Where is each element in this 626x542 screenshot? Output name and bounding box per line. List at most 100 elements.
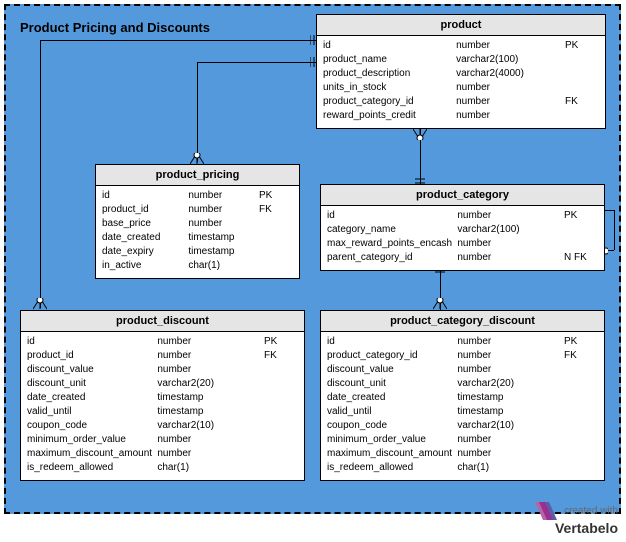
column-type: varchar2(10) — [457, 419, 564, 433]
column-row: date_createdtimestamp — [27, 391, 298, 405]
column-row: date_expirytimestamp — [102, 245, 293, 259]
edge-product-discount — [40, 40, 41, 308]
column-name: units_in_stock — [323, 81, 456, 95]
column-row: maximum_discount_amountnumber — [27, 447, 298, 461]
column-row: discount_valuenumber — [327, 363, 598, 377]
column-type: timestamp — [457, 391, 564, 405]
column-row: idnumberPK — [327, 335, 598, 349]
column-key: PK — [564, 209, 598, 223]
column-type: number — [188, 203, 259, 217]
column-name: product_id — [102, 203, 188, 217]
column-key: PK — [264, 335, 298, 349]
column-key — [564, 419, 598, 433]
edge-product-discount — [40, 40, 316, 41]
column-type: varchar2(20) — [157, 377, 264, 391]
column-row: product_category_idnumberFK — [327, 349, 598, 363]
column-key: FK — [259, 203, 293, 217]
column-row: units_in_stocknumber — [323, 81, 599, 95]
column-type: varchar2(10) — [157, 419, 264, 433]
column-type: number — [457, 447, 564, 461]
column-type: number — [456, 95, 565, 109]
column-name: id — [323, 39, 456, 53]
column-key — [259, 245, 293, 259]
column-key — [264, 391, 298, 405]
column-row: category_namevarchar2(100) — [327, 223, 598, 237]
column-type: number — [457, 433, 564, 447]
column-type: number — [457, 349, 564, 363]
column-row: minimum_order_valuenumber — [327, 433, 598, 447]
column-type: varchar2(100) — [456, 53, 565, 67]
column-type: number — [157, 349, 264, 363]
column-key — [564, 363, 598, 377]
column-row: idnumberPK — [27, 335, 298, 349]
column-row: valid_untiltimestamp — [27, 405, 298, 419]
column-row: coupon_codevarchar2(10) — [27, 419, 298, 433]
column-key — [264, 377, 298, 391]
column-name: max_reward_points_encash — [327, 237, 457, 251]
column-row: date_createdtimestamp — [102, 231, 293, 245]
edge-product-pricing — [197, 62, 316, 63]
column-type: char(1) — [188, 259, 259, 273]
column-key — [264, 419, 298, 433]
column-key: FK — [264, 349, 298, 363]
column-row: idnumberPK — [327, 209, 598, 223]
column-type: number — [457, 335, 564, 349]
column-row: base_pricenumber — [102, 217, 293, 231]
entity-columns: idnumberPKproduct_idnumberFKdiscount_val… — [21, 332, 304, 480]
entity-title: product — [317, 15, 605, 36]
column-row: is_redeem_allowedchar(1) — [327, 461, 598, 475]
column-name: maximum_discount_amount — [27, 447, 157, 461]
column-row: date_createdtimestamp — [327, 391, 598, 405]
column-name: product_description — [323, 67, 456, 81]
column-name: discount_unit — [27, 377, 157, 391]
column-row: discount_unitvarchar2(20) — [27, 377, 298, 391]
column-type: number — [456, 39, 565, 53]
column-name: coupon_code — [327, 419, 457, 433]
column-key — [264, 405, 298, 419]
column-key — [564, 391, 598, 405]
column-name: is_redeem_allowed — [27, 461, 157, 475]
column-key: FK — [565, 95, 599, 109]
column-key — [564, 223, 598, 237]
column-type: timestamp — [157, 391, 264, 405]
column-key — [264, 363, 298, 377]
entity-product-discount: product_discountidnumberPKproduct_idnumb… — [20, 310, 305, 481]
entity-title: product_pricing — [96, 165, 299, 186]
column-type: number — [456, 81, 565, 95]
column-name: id — [102, 189, 188, 203]
entity-columns: idnumberPKcategory_namevarchar2(100)max_… — [321, 206, 604, 270]
edge-product-pricing — [197, 62, 198, 162]
column-name: product_category_id — [323, 95, 456, 109]
column-name: date_created — [27, 391, 157, 405]
column-row: in_activechar(1) — [102, 259, 293, 273]
entity-title: product_discount — [21, 311, 304, 332]
column-row: coupon_codevarchar2(10) — [327, 419, 598, 433]
column-name: in_active — [102, 259, 188, 273]
column-key — [564, 447, 598, 461]
entity-product-category-discount: product_category_discountidnumberPKprodu… — [320, 310, 605, 481]
column-type: char(1) — [157, 461, 264, 475]
column-key — [564, 405, 598, 419]
edge-category-self — [614, 210, 615, 250]
column-key — [565, 81, 599, 95]
entity-product-category: product_categoryidnumberPKcategory_namev… — [320, 184, 605, 271]
attribution-prefix: created with — [564, 506, 618, 517]
column-type: number — [457, 237, 564, 251]
column-key — [564, 433, 598, 447]
column-row: is_redeem_allowedchar(1) — [27, 461, 298, 475]
column-type: number — [457, 251, 564, 265]
column-type: number — [157, 433, 264, 447]
column-name: id — [327, 335, 457, 349]
column-row: product_category_idnumberFK — [323, 95, 599, 109]
edge-category-self — [605, 210, 614, 211]
column-name: valid_until — [327, 405, 457, 419]
entity-columns: idnumberPKproduct_category_idnumberFKdis… — [321, 332, 604, 480]
column-key — [259, 259, 293, 273]
column-key: FK — [564, 349, 598, 363]
column-row: discount_valuenumber — [27, 363, 298, 377]
column-type: number — [188, 189, 259, 203]
attribution-brand: Vertabelo — [555, 520, 618, 536]
column-type: number — [157, 447, 264, 461]
column-type: number — [456, 109, 565, 123]
column-type: number — [457, 209, 564, 223]
